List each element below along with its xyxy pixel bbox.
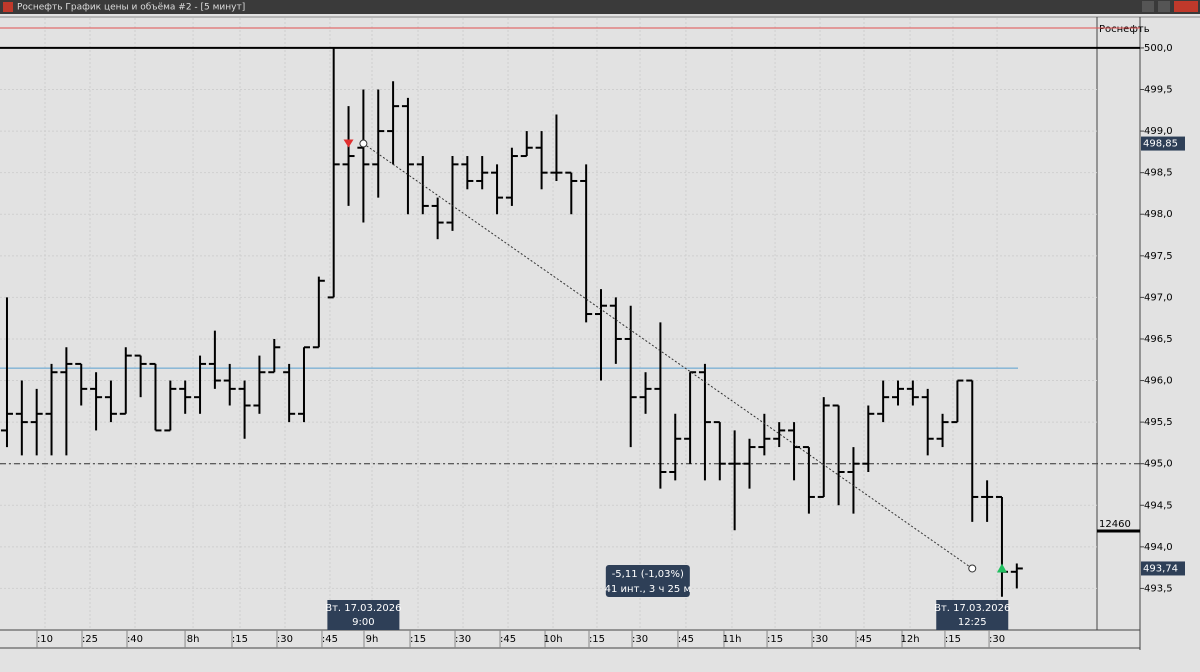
- date-box: [936, 600, 1009, 630]
- x-tick-label: :15: [410, 634, 426, 645]
- date-label: Вт. 17.03.2026: [325, 603, 401, 614]
- x-tick-label: 10h: [543, 634, 562, 645]
- time-label: 9:00: [352, 617, 374, 628]
- x-tick-label: 11h: [722, 634, 741, 645]
- x-tick-label: 9h: [366, 634, 379, 645]
- y-tick-label: 497,5: [1144, 251, 1173, 262]
- price-label-box: [1141, 561, 1185, 576]
- x-tick-label: 8h: [187, 634, 200, 645]
- x-tick-label: :30: [455, 634, 471, 645]
- price-label-box: [1141, 136, 1185, 151]
- y-tick-label: 494,0: [1144, 542, 1173, 553]
- minimize-button[interactable]: [1142, 1, 1154, 12]
- signal-marker: [343, 139, 354, 148]
- instrument-name: Роснефть: [1099, 24, 1150, 35]
- x-tick-label: :10: [37, 634, 53, 645]
- y-tick-label: 496,5: [1144, 334, 1173, 345]
- x-tick-label: :15: [232, 634, 248, 645]
- measure-span: 41 инт., 3 ч 25 м: [605, 584, 691, 595]
- measure-start: [359, 139, 368, 148]
- y-tick-label: 495,0: [1144, 459, 1173, 470]
- x-tick-label: :45: [856, 634, 872, 645]
- time-label: 12:25: [958, 617, 987, 628]
- x-tick-label: :45: [322, 634, 338, 645]
- y-tick-label: 498,5: [1144, 168, 1173, 179]
- x-tick-label: :30: [812, 634, 828, 645]
- title-bar: [0, 0, 1200, 14]
- y-tick-label: 497,0: [1144, 292, 1173, 303]
- x-tick-label: :40: [127, 634, 143, 645]
- close-button[interactable]: [1174, 1, 1198, 12]
- x-tick-label: :45: [678, 634, 694, 645]
- y-tick-label: 500,0: [1144, 43, 1173, 54]
- x-tick-label: :25: [82, 634, 98, 645]
- window-title: Роснефть График цены и объёма #2 - [5 ми…: [17, 3, 245, 13]
- measure-end: [968, 564, 977, 573]
- y-tick-label: 499,5: [1144, 85, 1173, 96]
- y-tick-label: 495,5: [1144, 417, 1173, 428]
- x-tick-label: :30: [989, 634, 1005, 645]
- date-box: [327, 600, 400, 630]
- x-tick-label: :15: [589, 634, 605, 645]
- price-label: 493,74: [1143, 563, 1178, 574]
- y-tick-label: 493,5: [1144, 583, 1173, 594]
- date-label: Вт. 17.03.2026: [934, 603, 1010, 614]
- x-tick-label: :45: [500, 634, 516, 645]
- y-tick-label: 494,5: [1144, 500, 1173, 511]
- measure-box: [605, 565, 690, 597]
- volume-label: 12460: [1099, 519, 1131, 530]
- x-tick-label: :30: [277, 634, 293, 645]
- x-tick-label: :15: [767, 634, 783, 645]
- window-icon: [3, 2, 13, 12]
- signal-marker: [996, 563, 1007, 573]
- x-tick-label: 12h: [901, 634, 920, 645]
- x-tick-label: :30: [632, 634, 648, 645]
- y-tick-label: 498,0: [1144, 209, 1173, 220]
- price-label: 498,85: [1143, 139, 1178, 150]
- maximize-button[interactable]: [1158, 1, 1170, 12]
- y-tick-label: 499,0: [1144, 126, 1173, 137]
- y-tick-label: 496,0: [1144, 376, 1173, 387]
- measure-change: -5,11 (-1,03%): [612, 569, 684, 580]
- x-tick-label: :15: [945, 634, 961, 645]
